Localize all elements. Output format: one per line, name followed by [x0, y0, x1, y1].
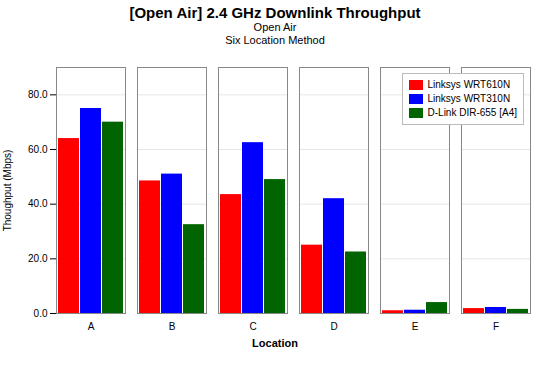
svg-text:F: F: [493, 321, 499, 332]
svg-text:40.0: 40.0: [28, 198, 48, 209]
svg-text:Thoughput (Mbps): Thoughput (Mbps): [2, 150, 13, 232]
html-text:Linksys WRT310N: Linksys WRT310N: [427, 93, 511, 104]
html-text:D-Link DIR-655 [A4]: D-Link DIR-655 [A4]: [427, 107, 517, 118]
html-text:Open Air: Open Air: [253, 21, 297, 33]
svg-text:C: C: [249, 321, 256, 332]
html-text:[Open Air] 2.4 GHz Downlink Th: [Open Air] 2.4 GHz Downlink Throughput: [129, 4, 421, 21]
svg-text:20.0: 20.0: [28, 253, 48, 264]
svg-text:A: A: [88, 321, 95, 332]
svg-text:B: B: [169, 321, 176, 332]
html-text:Six Location Method: Six Location Method: [225, 34, 325, 46]
svg-text:D: D: [330, 321, 337, 332]
html-text:Linksys WRT610N: Linksys WRT610N: [427, 79, 511, 90]
html-text:Location: Location: [252, 337, 298, 349]
svg-text:0.0: 0.0: [34, 308, 48, 319]
svg-text:80.0: 80.0: [28, 89, 48, 100]
svg-text:60.0: 60.0: [28, 144, 48, 155]
svg-text:E: E: [412, 321, 419, 332]
